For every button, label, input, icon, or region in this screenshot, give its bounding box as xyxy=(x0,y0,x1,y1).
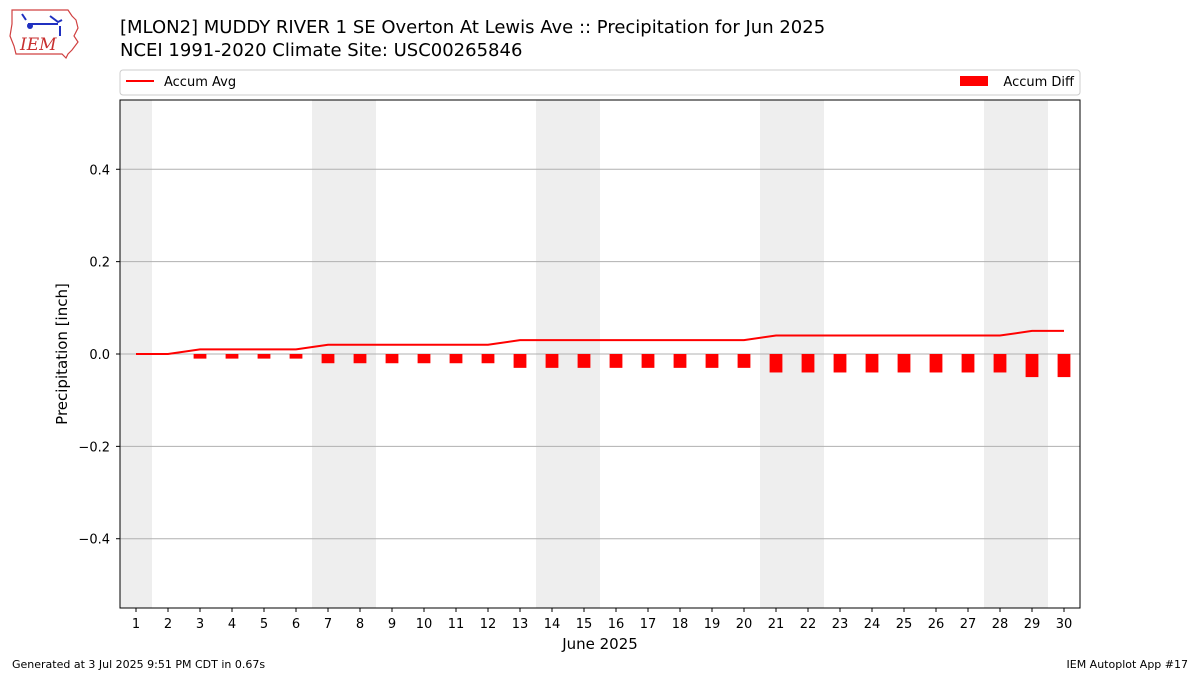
accum-diff-bar xyxy=(353,354,367,364)
x-tick-label: 9 xyxy=(388,617,396,632)
x-tick-label: 24 xyxy=(864,617,881,632)
accum-diff-bar xyxy=(1057,354,1071,378)
y-tick-label: −0.4 xyxy=(78,533,110,548)
x-tick-label: 12 xyxy=(480,617,497,632)
x-tick-label: 22 xyxy=(800,617,817,632)
accum-diff-bar xyxy=(609,354,623,368)
y-tick-label: 0.4 xyxy=(89,163,110,178)
x-tick-label: 25 xyxy=(896,617,913,632)
chart-subtitle: NCEI 1991-2020 Climate Site: USC00265846 xyxy=(120,40,523,61)
y-tick-label: −0.2 xyxy=(78,440,110,455)
x-axis-label: June 2025 xyxy=(561,635,638,653)
accum-avg-line-group xyxy=(136,329,1064,355)
accum-diff-bar xyxy=(833,354,847,373)
x-tick-label: 7 xyxy=(324,617,332,632)
accum-diff-bar xyxy=(417,354,431,364)
x-tick-label: 1 xyxy=(132,617,140,632)
x-tick-label: 2 xyxy=(164,617,172,632)
accum-diff-bar xyxy=(321,354,335,364)
footer-generated-text: Generated at 3 Jul 2025 9:51 PM CDT in 0… xyxy=(12,658,266,671)
x-tick-label: 10 xyxy=(416,617,433,632)
x-tick-label: 11 xyxy=(448,617,465,632)
accum-avg-line xyxy=(136,329,1064,355)
weather-glyph-icon xyxy=(21,13,63,36)
legend-box xyxy=(119,69,1081,96)
accum-diff-bar xyxy=(1025,354,1039,378)
legend-accum-diff-label: Accum Diff xyxy=(1003,75,1075,90)
x-tick-label: 21 xyxy=(768,617,785,632)
x-tick-label: 16 xyxy=(608,617,625,632)
accum-diff-bar xyxy=(769,354,783,373)
x-tick-label: 4 xyxy=(228,617,236,632)
iem-logo: IEM xyxy=(9,9,79,60)
x-tick-label: 6 xyxy=(292,617,300,632)
x-tick-label: 20 xyxy=(736,617,753,632)
y-tick-label: 0.2 xyxy=(89,256,110,271)
legend-accum-diff-swatch xyxy=(960,76,988,86)
x-tick-label: 26 xyxy=(928,617,945,632)
y-tick-label: 0.0 xyxy=(89,348,110,363)
accum-diff-bar xyxy=(961,354,975,373)
accum-diff-bar xyxy=(577,354,591,368)
chart-title: [MLON2] MUDDY RIVER 1 SE Overton At Lewi… xyxy=(120,17,826,38)
x-tick-label: 28 xyxy=(992,617,1009,632)
accum-diff-bar xyxy=(385,354,399,364)
accum-diff-bar xyxy=(801,354,815,373)
accum-diff-bar xyxy=(193,354,207,359)
x-tick-label: 23 xyxy=(832,617,849,632)
x-tick-label: 29 xyxy=(1024,617,1041,632)
accum-diff-bar xyxy=(897,354,911,373)
footer-app-text: IEM Autoplot App #17 xyxy=(1066,658,1189,671)
gridlines xyxy=(120,168,1080,540)
x-tick-label: 17 xyxy=(640,617,657,632)
iowa-outline-icon xyxy=(9,9,79,60)
x-tick-label: 15 xyxy=(576,617,593,632)
x-tick-label: 8 xyxy=(356,617,364,632)
axis-ticks: 1 2 3 4 5 6 7 8 9 10 11 12 13 14 15 16 17 18 19 20 21 22 23 24 2… xyxy=(78,163,1072,632)
x-tick-label: 3 xyxy=(196,617,204,632)
x-tick-label: 30 xyxy=(1056,617,1073,632)
accum-diff-bar xyxy=(257,354,271,359)
accum-diff-bar xyxy=(929,354,943,373)
accum-diff-bar xyxy=(737,354,751,368)
accum-diff-bar xyxy=(673,354,687,368)
x-tick-label: 14 xyxy=(544,617,561,632)
legend: Accum Avg Accum Diff xyxy=(119,69,1081,96)
accum-diff-bar xyxy=(993,354,1007,373)
accum-diff-bar xyxy=(289,354,303,359)
accum-diff-bar xyxy=(705,354,719,368)
logo-text: IEM xyxy=(19,35,57,55)
accum-diff-bar xyxy=(481,354,495,364)
x-tick-label: 5 xyxy=(260,617,268,632)
accum-diff-bar xyxy=(513,354,527,368)
accum-diff-bar xyxy=(449,354,463,364)
legend-accum-avg-label: Accum Avg xyxy=(164,75,236,90)
accum-diff-bar xyxy=(545,354,559,368)
accum-diff-bar xyxy=(865,354,879,373)
y-axis-label: Precipitation [inch] xyxy=(53,283,71,425)
x-tick-label: 27 xyxy=(960,617,977,632)
accum-diff-bar xyxy=(641,354,655,368)
x-tick-label: 18 xyxy=(672,617,689,632)
x-tick-label: 13 xyxy=(512,617,529,632)
accum-diff-bars xyxy=(193,354,1071,378)
x-tick-label: 19 xyxy=(704,617,721,632)
accum-diff-bar xyxy=(225,354,239,359)
